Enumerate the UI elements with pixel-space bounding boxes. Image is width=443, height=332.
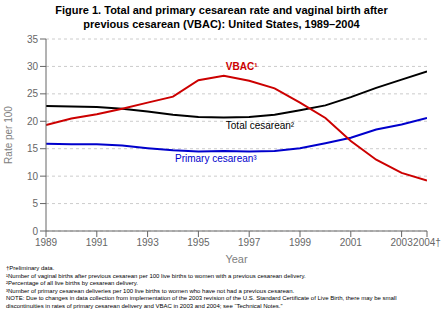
svg-text:1995: 1995 <box>187 237 210 248</box>
svg-text:30: 30 <box>27 61 39 72</box>
svg-text:25: 25 <box>27 88 39 99</box>
html-text:Figure 1. Total and primary ce: Figure 1. Total and primary cesarean rat… <box>55 4 388 16</box>
svg-text:1997: 1997 <box>238 237 261 248</box>
svg-text:Rate per 100: Rate per 100 <box>8 106 14 164</box>
svg-text:35: 35 <box>27 34 39 45</box>
svg-text:Primary cesarean³: Primary cesarean³ <box>175 153 257 164</box>
svg-text:1991: 1991 <box>86 237 109 248</box>
svg-text:5: 5 <box>32 198 38 209</box>
html-text:³Number of primary cesarean de: ³Number of primary cesarean deliveries p… <box>6 287 295 294</box>
svg-text:1989: 1989 <box>35 237 58 248</box>
svg-text:10: 10 <box>27 171 39 182</box>
svg-text:0: 0 <box>32 226 38 237</box>
html-text:NOTE: Due to changes in data c: NOTE: Due to changes in data collection … <box>6 295 397 301</box>
svg-text:20: 20 <box>27 116 39 127</box>
svg-text:1993: 1993 <box>136 237 159 248</box>
svg-text:Total cesarean²: Total cesarean² <box>226 120 295 131</box>
html-text:²Percentage of all live births: ²Percentage of all live births by cesare… <box>6 280 138 286</box>
svg-text:VBAC¹: VBAC¹ <box>226 61 258 72</box>
svg-text:2004†: 2004† <box>413 237 435 248</box>
svg-text:1999: 1999 <box>289 237 312 248</box>
svg-text:2003: 2003 <box>390 237 413 248</box>
html-text:previous cesarean (VBAC): Unit: previous cesarean (VBAC): United States,… <box>83 18 360 30</box>
svg-text:Year: Year <box>225 253 248 263</box>
html-text:¹Number of vaginal births afte: ¹Number of vaginal births after previous… <box>6 272 306 279</box>
svg-text:2001: 2001 <box>340 237 363 248</box>
svg-text:15: 15 <box>27 143 39 154</box>
html-text:†Preliminary data.: †Preliminary data. <box>6 265 55 271</box>
html-text:discontinuities in rates of pr: discontinuities in rates of primary cesa… <box>6 302 283 309</box>
